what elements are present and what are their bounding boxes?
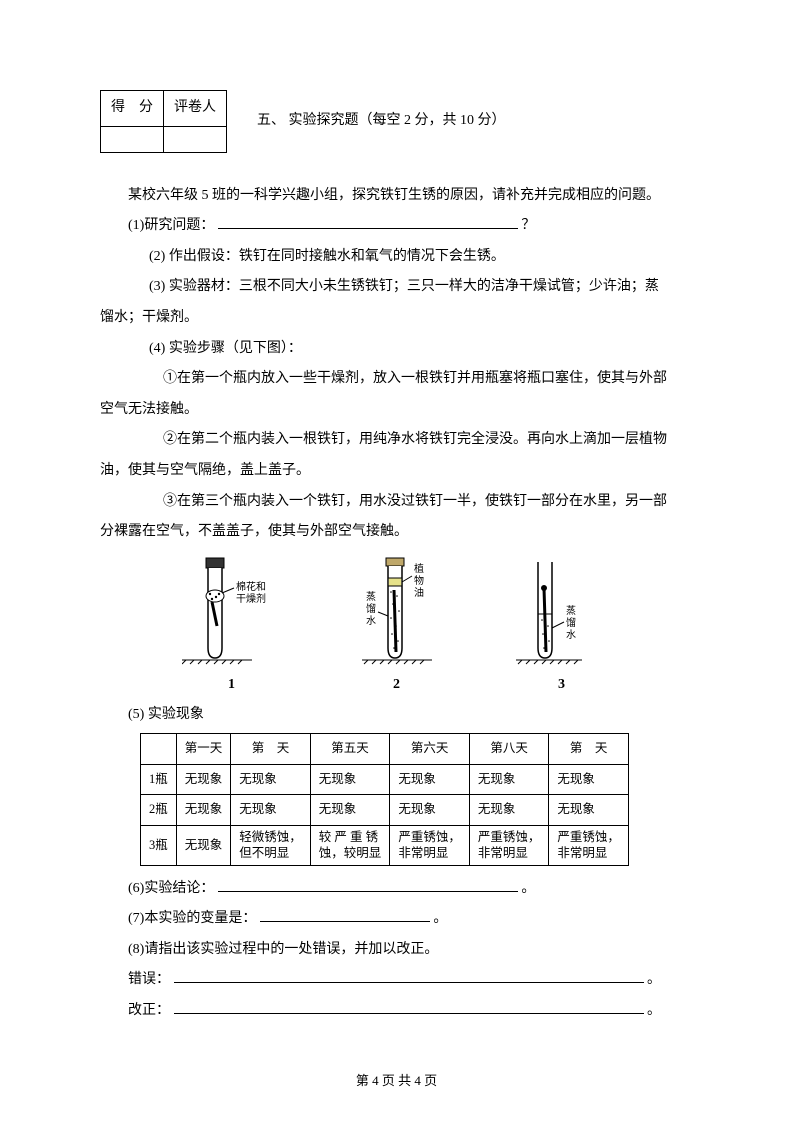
q7-label: (7)本实验的变量是： bbox=[128, 911, 256, 926]
result-table: 第一天第 天第五天第六天第八天第 天 1瓶无现象无现象无现象无现象无现象无现象2… bbox=[140, 733, 629, 866]
period-err: 。 bbox=[647, 972, 661, 987]
table-cell: 无现象 bbox=[469, 795, 549, 826]
svg-text:水: 水 bbox=[366, 615, 376, 627]
table-cell: 无现象 bbox=[390, 795, 470, 826]
table-cell: 无现象 bbox=[310, 764, 390, 795]
q4: (4) 实验步骤（见下图）： bbox=[100, 336, 693, 363]
svg-text:蒸: 蒸 bbox=[366, 591, 376, 603]
q2: (2) 作出假设：铁钉在同时接触水和氧气的情况下会生锈。 bbox=[100, 244, 693, 271]
table-cell: 无现象 bbox=[310, 795, 390, 826]
q1-suffix: ？ bbox=[521, 218, 535, 233]
table-cell: 严重锈蚀，非常明显 bbox=[390, 826, 470, 866]
svg-text:水: 水 bbox=[566, 629, 576, 641]
table-cell: 无现象 bbox=[549, 764, 629, 795]
tube-2: 蒸 馏 水 植 物 油 2 bbox=[342, 556, 452, 699]
score-label-cell: 得 分 bbox=[101, 91, 164, 127]
table-cell: 无现象 bbox=[469, 764, 549, 795]
svg-text:植: 植 bbox=[414, 562, 424, 575]
svg-text:蒸: 蒸 bbox=[566, 605, 576, 617]
period-6: 。 bbox=[521, 881, 535, 896]
q3-l2: 馏水；干燥剂。 bbox=[100, 305, 693, 332]
label-cotton: 棉花和 bbox=[236, 580, 266, 593]
table-cell: 无现象 bbox=[390, 764, 470, 795]
table-header: 第一天 bbox=[176, 733, 231, 764]
tube-3: 蒸 馏 水 3 bbox=[512, 556, 612, 699]
table-cell: 无现象 bbox=[231, 795, 311, 826]
err-blank[interactable] bbox=[174, 968, 644, 983]
grader-label-cell: 评卷人 bbox=[164, 91, 227, 127]
tube-3-num: 3 bbox=[558, 672, 565, 699]
svg-text:馏: 馏 bbox=[566, 616, 576, 629]
q6-blank[interactable] bbox=[218, 876, 518, 891]
table-cell: 无现象 bbox=[176, 764, 231, 795]
table-row: 1瓶无现象无现象无现象无现象无现象无现象 bbox=[141, 764, 629, 795]
q1: (1)研究问题： ？ bbox=[100, 213, 693, 240]
table-header: 第五天 bbox=[310, 733, 390, 764]
q6-label: (6)实验结论： bbox=[128, 881, 214, 896]
err-label: 错误： bbox=[128, 972, 170, 987]
q1-label: (1)研究问题： bbox=[128, 218, 214, 233]
q6: (6)实验结论： 。 bbox=[100, 876, 693, 903]
step2-l2: 油，使其与空气隔绝，盖上盖子。 bbox=[100, 458, 693, 485]
tube-1-num: 1 bbox=[228, 672, 235, 699]
q5-label: (5) 实验现象 bbox=[100, 702, 693, 729]
table-cell: 无现象 bbox=[549, 795, 629, 826]
row-label: 2瓶 bbox=[141, 795, 177, 826]
step2-l1: ②在第二个瓶内装入一根铁钉，用纯净水将铁钉完全浸没。再向水上滴加一层植物 bbox=[100, 427, 693, 454]
step1-l1: ①在第一个瓶内放入一些干燥剂，放入一根铁钉并用瓶塞将瓶口塞住，使其与外部 bbox=[100, 366, 693, 393]
fix-label: 改正： bbox=[128, 1003, 170, 1018]
svg-text:馏: 馏 bbox=[366, 602, 376, 615]
q1-blank[interactable] bbox=[218, 214, 518, 229]
row-label: 3瓶 bbox=[141, 826, 177, 866]
table-cell: 严重锈蚀，非常明显 bbox=[469, 826, 549, 866]
q8: (8)请指出该实验过程中的一处错误，并加以改正。 bbox=[100, 937, 693, 964]
page-footer: 第 4 页 共 4 页 bbox=[0, 1069, 793, 1094]
tube-1: 棉花和 干燥剂 1 bbox=[182, 556, 282, 699]
score-box: 得 分 评卷人 bbox=[100, 90, 227, 153]
step1-l2: 空气无法接触。 bbox=[100, 397, 693, 424]
intro-para: 某校六年级 5 班的一科学兴趣小组，探究铁钉生锈的原因，请补充并完成相应的问题。 bbox=[100, 183, 693, 210]
q3-l1: (3) 实验器材：三根不同大小未生锈铁钉；三只一样大的洁净干燥试管；少许油；蒸 bbox=[100, 274, 693, 301]
table-header: 第八天 bbox=[469, 733, 549, 764]
fix-line: 改正： 。 bbox=[100, 998, 693, 1025]
table-cell: 无现象 bbox=[176, 826, 231, 866]
period-fix: 。 bbox=[647, 1003, 661, 1018]
row-label: 1瓶 bbox=[141, 764, 177, 795]
svg-text:物: 物 bbox=[414, 574, 424, 587]
err-line: 错误： 。 bbox=[100, 967, 693, 994]
section-title: 五、 实验探究题（每空 2 分，共 10 分） bbox=[257, 108, 506, 135]
table-cell: 严重锈蚀，非常明显 bbox=[549, 826, 629, 866]
q7-blank[interactable] bbox=[260, 907, 430, 922]
svg-text:油: 油 bbox=[414, 586, 424, 599]
grader-blank[interactable] bbox=[164, 126, 227, 152]
score-blank[interactable] bbox=[101, 126, 164, 152]
table-cell: 较 严 重 锈蚀，较明显 bbox=[310, 826, 390, 866]
q7: (7)本实验的变量是： 。 bbox=[100, 906, 693, 933]
table-cell: 轻微锈蚀，但不明显 bbox=[231, 826, 311, 866]
period-7: 。 bbox=[433, 911, 447, 926]
step3-l2: 分裸露在空气，不盖盖子，使其与外部空气接触。 bbox=[100, 519, 693, 546]
label-desiccant: 干燥剂 bbox=[236, 592, 266, 605]
header-row: 得 分 评卷人 五、 实验探究题（每空 2 分，共 10 分） bbox=[100, 90, 693, 153]
fix-blank[interactable] bbox=[174, 999, 644, 1014]
table-header: 第 天 bbox=[549, 733, 629, 764]
step3-l1: ③在第三个瓶内装入一个铁钉，用水没过铁钉一半，使铁钉一部分在水里，另一部 bbox=[100, 489, 693, 516]
table-header: 第六天 bbox=[390, 733, 470, 764]
table-row: 3瓶无现象轻微锈蚀，但不明显较 严 重 锈蚀，较明显严重锈蚀，非常明显严重锈蚀，… bbox=[141, 826, 629, 866]
table-header: 第 天 bbox=[231, 733, 311, 764]
table-row: 2瓶无现象无现象无现象无现象无现象无现象 bbox=[141, 795, 629, 826]
table-cell: 无现象 bbox=[176, 795, 231, 826]
diagrams: 棉花和 干燥剂 1 蒸 bbox=[100, 556, 693, 699]
table-header bbox=[141, 733, 177, 764]
tube-2-num: 2 bbox=[393, 672, 400, 699]
table-cell: 无现象 bbox=[231, 764, 311, 795]
